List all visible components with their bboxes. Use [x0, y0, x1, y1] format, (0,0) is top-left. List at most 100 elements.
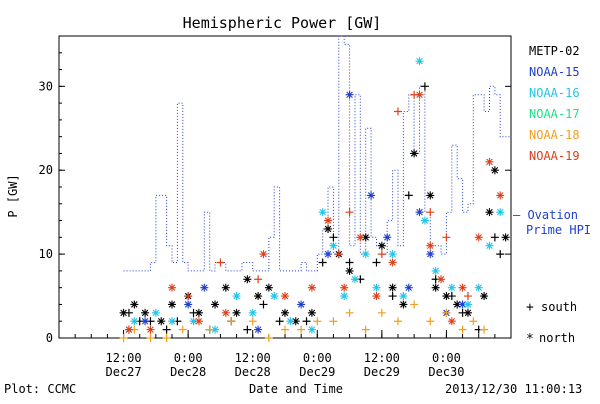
- data-point-north: [431, 283, 440, 292]
- data-point-north: [307, 308, 316, 317]
- legend-item-metp-02: METP-02: [529, 44, 580, 58]
- data-point-north: [485, 157, 494, 166]
- data-point-south: [318, 258, 327, 267]
- data-point-north: [189, 317, 198, 326]
- data-point-south: [297, 325, 306, 334]
- data-point-north: [496, 208, 505, 217]
- data-point-north: [151, 308, 160, 317]
- data-point-north: [286, 317, 295, 326]
- data-point-south: [259, 300, 268, 309]
- data-point-north: [420, 216, 429, 225]
- data-point-north: [383, 233, 392, 242]
- data-point-north: [388, 250, 397, 259]
- data-point-south: [372, 258, 381, 267]
- data-point-north: [270, 292, 279, 301]
- data-point-north: [124, 325, 133, 334]
- data-point-south: [227, 317, 236, 326]
- data-point-south: [146, 334, 155, 342]
- data-point-north: [463, 308, 472, 317]
- data-point-north: [453, 300, 462, 309]
- series-noaa-19-north: [124, 90, 505, 334]
- data-point-north: [254, 325, 263, 334]
- data-point-south: [442, 308, 451, 317]
- x-tick-date-label: Dec27: [106, 365, 142, 379]
- data-point-north: [168, 283, 176, 292]
- x-tick-date-label: Dec28: [170, 365, 206, 379]
- data-point-north: [340, 292, 349, 301]
- data-point-north: [415, 208, 424, 217]
- x-tick-date-label: Dec30: [428, 365, 464, 379]
- data-point-south: [178, 325, 187, 334]
- data-point-south: [420, 82, 429, 91]
- data-point-south: [313, 317, 322, 326]
- series-noaa-19-south: [184, 90, 472, 301]
- data-point-north: [130, 317, 139, 326]
- data-point-north: [324, 216, 333, 225]
- data-point-north: [372, 292, 381, 301]
- data-points: [119, 57, 510, 342]
- legend-south-label: south: [541, 300, 577, 314]
- ovation-hpi-line: [123, 35, 511, 272]
- data-point-north: [485, 241, 494, 250]
- data-point-north: [307, 325, 316, 334]
- data-point-north: [437, 275, 446, 284]
- data-point-north: [340, 283, 349, 292]
- y-axis: 0 10 20 30: [39, 35, 511, 345]
- data-point-north: [410, 149, 419, 158]
- data-point-north: [130, 300, 139, 309]
- data-point-south: [302, 317, 311, 326]
- data-point-north: [415, 57, 424, 66]
- x-tick-date-label: Dec29: [299, 365, 335, 379]
- y-tick-label: 10: [39, 247, 53, 261]
- data-point-north: [458, 283, 467, 292]
- legend-ovation-line1: — Ovation: [513, 208, 578, 222]
- data-point-north: [259, 250, 268, 259]
- data-point-south: [162, 325, 171, 334]
- x-tick-time-label: 0:00: [174, 351, 203, 365]
- data-point-south: [345, 258, 354, 267]
- data-point-north: [329, 241, 338, 250]
- data-point-north: [254, 292, 263, 301]
- legend-ovation-line2: Prime HPI: [526, 223, 591, 237]
- data-point-north: [404, 283, 413, 292]
- x-tick-time-label: 12:00: [106, 351, 142, 365]
- data-point-north: [119, 308, 128, 317]
- data-point-north: [463, 300, 472, 309]
- data-point-south: [410, 300, 419, 309]
- data-point-north: [426, 241, 435, 250]
- data-point-south: [394, 107, 402, 116]
- data-point-north: [141, 308, 150, 317]
- data-point-south: [426, 317, 435, 326]
- data-point-north: [350, 275, 359, 284]
- data-point-south: [345, 308, 354, 317]
- data-point-north: [345, 266, 354, 275]
- y-tick-label: 0: [46, 331, 53, 345]
- y-tick-label: 20: [39, 163, 53, 177]
- data-point-south: [442, 233, 451, 242]
- chart-title: Hemispheric Power [GW]: [183, 14, 382, 32]
- data-point-north: [431, 266, 440, 275]
- data-point-north: [324, 250, 333, 259]
- x-tick-date-label: Dec29: [364, 365, 400, 379]
- data-point-south: [205, 325, 214, 334]
- data-point-north: [168, 300, 176, 309]
- data-point-north: [200, 283, 209, 292]
- data-point-north: [211, 325, 220, 334]
- data-point-south: [329, 233, 338, 242]
- series-noaa-18-south: [119, 300, 489, 342]
- y-axis-label: P [GW]: [6, 174, 20, 217]
- series-noaa-15-north: [124, 90, 467, 334]
- data-point-north: [496, 191, 505, 200]
- data-point-north: [474, 233, 483, 242]
- x-axis: 12:00Dec270:00Dec2812:00Dec280:00Dec2912…: [58, 330, 512, 379]
- legend-item-noaa-15: NOAA-15: [529, 65, 580, 79]
- data-point-north: [415, 90, 424, 99]
- data-point-south: [216, 258, 225, 267]
- x-tick-time-label: 12:00: [235, 351, 271, 365]
- x-tick-time-label: 0:00: [303, 351, 332, 365]
- data-point-south: [119, 334, 128, 342]
- data-point-south: [394, 317, 402, 326]
- data-point-north: [447, 317, 456, 326]
